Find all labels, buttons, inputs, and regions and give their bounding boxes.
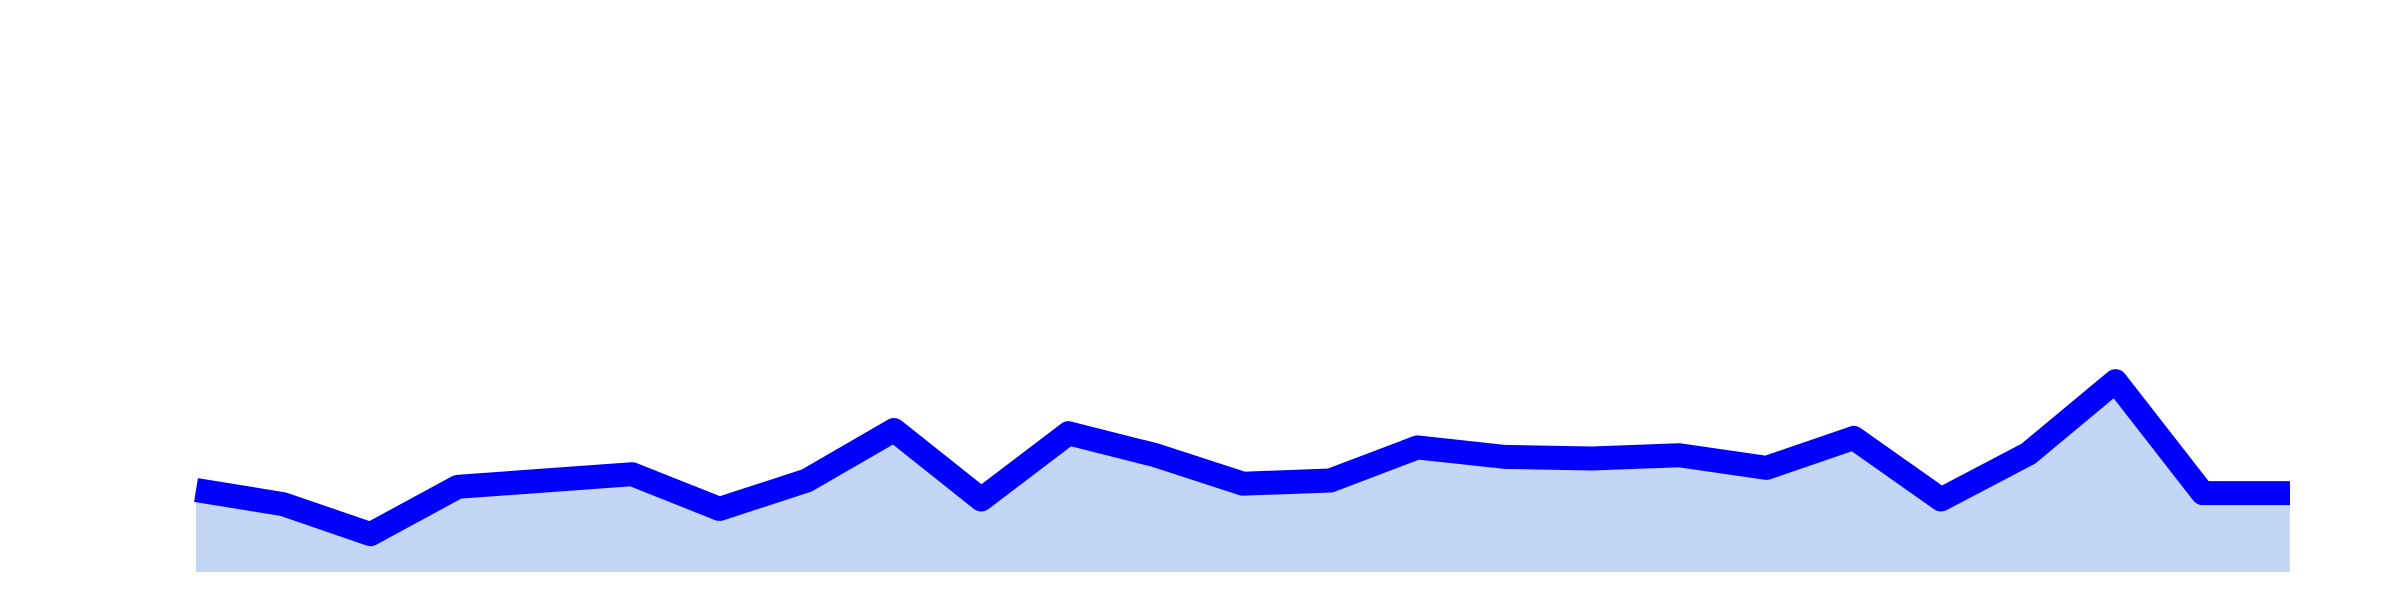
area-fill-series-0 [196, 381, 2290, 572]
area-fill-layer [196, 381, 2290, 572]
series-line-layer [194, 369, 2290, 547]
series-line-0 [194, 369, 2290, 547]
